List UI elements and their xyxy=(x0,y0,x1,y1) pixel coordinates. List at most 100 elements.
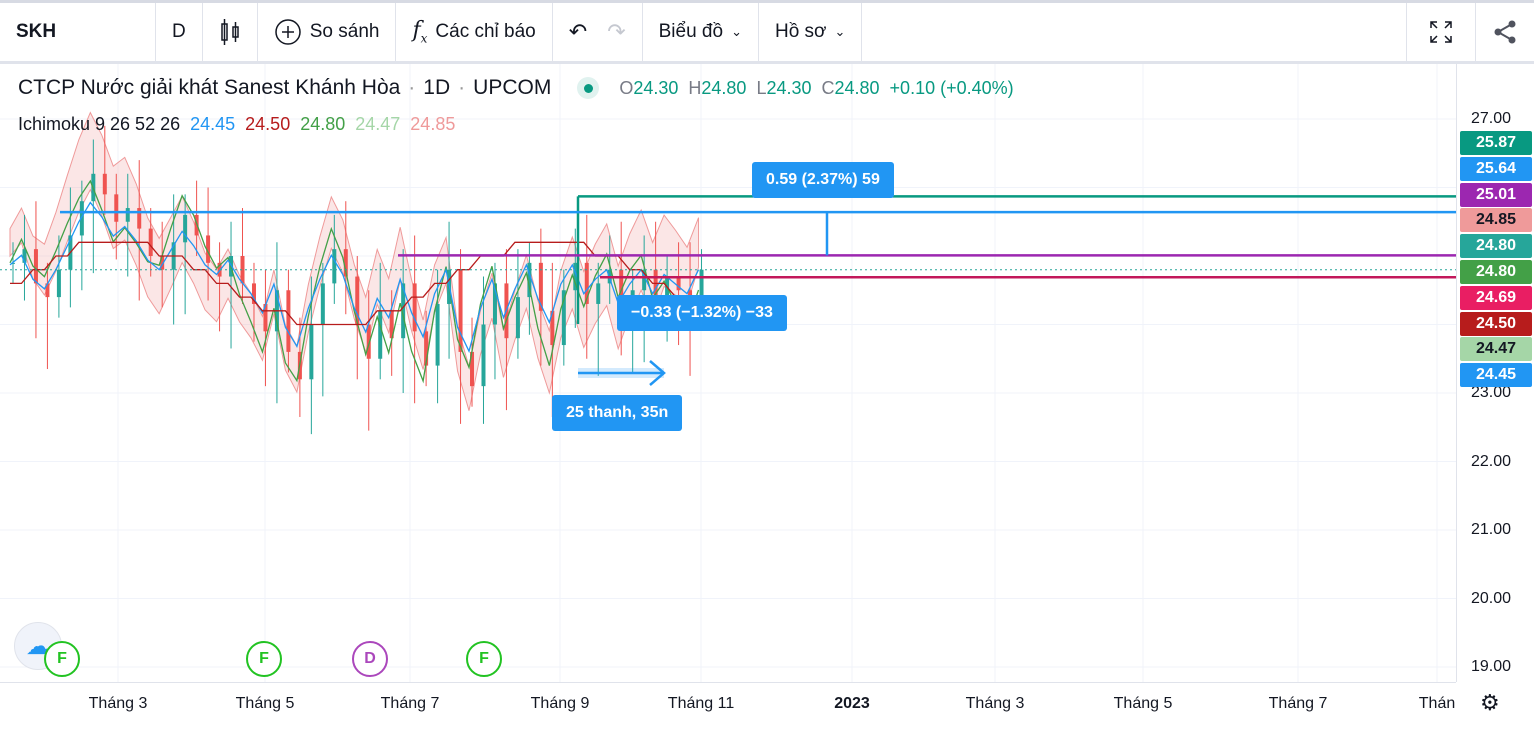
high-label: H xyxy=(688,77,702,98)
candle-body xyxy=(424,331,429,366)
candles-icon xyxy=(220,19,239,45)
open-label: O xyxy=(619,77,634,98)
base-line xyxy=(10,241,700,326)
indicators-label: Các chỉ báo xyxy=(435,21,536,42)
measure-down-label[interactable]: −0.33 (−1.32%) −33 xyxy=(617,295,787,331)
candle-body xyxy=(401,283,406,339)
chart-menu[interactable]: Biểu đồ ⌄ xyxy=(643,3,759,61)
event-marker-financial[interactable]: F xyxy=(246,641,282,677)
price-badge: 24.80 xyxy=(1460,260,1532,284)
time-tick: Tháng 5 xyxy=(1113,695,1173,712)
candle-body xyxy=(45,283,50,298)
candle-body xyxy=(481,324,486,387)
event-marker-financial[interactable]: F xyxy=(44,641,80,677)
time-tick: Tháng 7 xyxy=(380,695,440,712)
function-icon: fx xyxy=(412,18,428,46)
price-chart[interactable] xyxy=(0,64,1456,682)
price-tick: 23.00 xyxy=(1471,384,1512,401)
price-badge: 24.69 xyxy=(1460,285,1532,310)
candle-body xyxy=(355,276,360,325)
candle-body xyxy=(435,303,440,366)
undo-icon[interactable]: ↶ xyxy=(568,19,588,44)
price-badge: 24.85 xyxy=(1460,208,1532,233)
interval-button[interactable]: D xyxy=(156,3,203,61)
interval-label: D xyxy=(172,21,186,42)
candle-body xyxy=(492,283,497,325)
candle-body xyxy=(699,269,704,304)
candle-body xyxy=(148,228,153,256)
candle-body xyxy=(550,310,555,346)
candle-body xyxy=(573,262,578,291)
market-status-icon xyxy=(577,77,600,99)
settings-button[interactable]: ⚙ xyxy=(1480,690,1500,715)
profile-menu[interactable]: Hồ sơ ⌄ xyxy=(759,3,863,61)
fullscreen-icon xyxy=(1430,21,1452,43)
indicator-lead-a: 24.47 xyxy=(355,114,401,134)
candle-body xyxy=(458,269,463,352)
close-label: C xyxy=(821,77,835,98)
price-tick: 21.00 xyxy=(1471,521,1512,538)
indicator-lagging: 24.80 xyxy=(300,114,346,134)
profile-menu-label: Hồ sơ xyxy=(774,21,827,42)
candle-body xyxy=(538,262,543,311)
symbol-search[interactable]: SKH xyxy=(0,3,156,61)
legend-exchange: UPCOM xyxy=(473,76,552,99)
candle-body xyxy=(56,269,61,298)
candle-body xyxy=(11,262,15,264)
candle-body xyxy=(22,249,27,263)
time-axis[interactable]: Tháng 3 Tháng 5 Tháng 7 Tháng 9 Tháng 11 2023… xyxy=(0,682,1456,734)
lagging-span xyxy=(9,179,700,384)
symbol-name: CTCP Nước giải khát Sanest Khánh Hòa xyxy=(18,76,401,99)
measure-up-label[interactable]: 0.59 (2.37%) 59 xyxy=(752,162,894,198)
indicator-name: Ichimoku 9 26 52 26 xyxy=(18,114,181,134)
price-axis[interactable]: 27.00 23.00 22.00 21.00 20.00 19.00 25.87 25.64… xyxy=(1456,64,1534,682)
redo-icon[interactable]: ↷ xyxy=(607,19,626,44)
change-value: +0.10 (+0.40%) xyxy=(889,77,1014,98)
compare-label: So sánh xyxy=(309,21,380,42)
indicator-legend[interactable]: Ichimoku 9 26 52 26 24.45 24.50 24.80 24… xyxy=(18,114,455,135)
compare-button[interactable]: So sánh xyxy=(258,3,397,61)
time-tick: Thán xyxy=(1418,695,1456,712)
time-tick: Tháng 3 xyxy=(965,695,1025,712)
price-tick: 27.00 xyxy=(1471,110,1512,127)
time-tick: Tháng 11 xyxy=(667,695,735,712)
candle-body xyxy=(584,262,589,304)
candle-body xyxy=(642,269,647,291)
indicator-base: 24.50 xyxy=(245,114,291,134)
time-tick: Tháng 7 xyxy=(1268,695,1328,712)
chevron-down-icon: ⌄ xyxy=(834,24,846,39)
candle-body xyxy=(412,283,417,332)
candle-body xyxy=(320,283,325,325)
candle-body xyxy=(332,249,337,284)
low-value: 24.30 xyxy=(766,77,812,98)
candle-body xyxy=(79,201,84,236)
event-marker-financial[interactable]: F xyxy=(466,641,502,677)
candle-body xyxy=(137,208,142,229)
time-tick: 2023 xyxy=(834,695,870,712)
chart-menu-label: Biểu đồ xyxy=(658,21,724,42)
indicators-button[interactable]: fx Các chỉ báo xyxy=(396,3,553,61)
time-tick: Tháng 3 xyxy=(88,695,148,712)
symbol-label: SKH xyxy=(16,21,57,42)
candle-body xyxy=(251,283,256,304)
time-tick: Tháng 9 xyxy=(530,695,590,712)
ichimoku-cloud xyxy=(9,111,700,411)
candle-body xyxy=(378,310,383,359)
candle-body xyxy=(33,249,38,284)
candle-body xyxy=(343,249,348,277)
candle-body xyxy=(619,269,624,318)
candle-body xyxy=(160,256,165,270)
candle-body xyxy=(309,324,314,380)
share-button[interactable] xyxy=(1476,3,1534,61)
high-value: 24.80 xyxy=(701,77,747,98)
chart-type-button[interactable] xyxy=(203,3,258,61)
candle-body xyxy=(240,256,245,284)
candle-body xyxy=(527,262,532,298)
event-marker-dividend[interactable]: D xyxy=(352,641,388,677)
candle-body xyxy=(206,235,211,263)
price-tick: 20.00 xyxy=(1471,589,1512,607)
chevron-down-icon: ⌄ xyxy=(731,24,742,39)
price-badge: 24.80 xyxy=(1460,234,1532,259)
date-range-label[interactable]: 25 thanh, 35n xyxy=(552,395,683,431)
fullscreen-button[interactable] xyxy=(1406,3,1476,61)
